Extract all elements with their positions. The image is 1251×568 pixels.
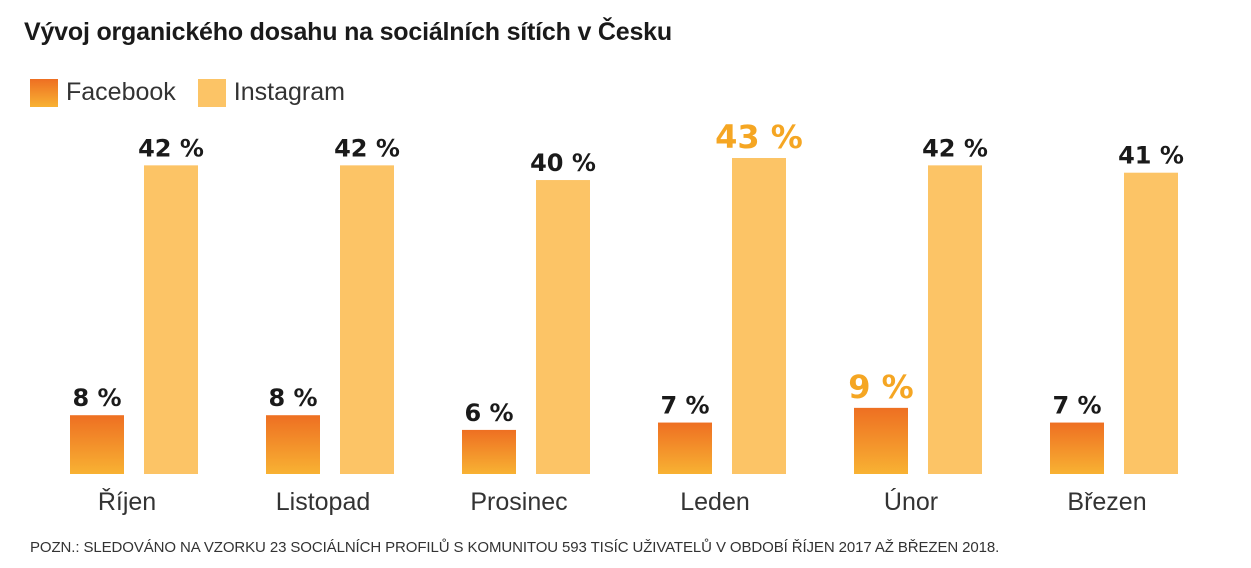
data-label-instagram-5: 42 %	[922, 134, 988, 162]
bar-facebook-6	[1050, 422, 1104, 474]
bar-facebook-3	[462, 429, 516, 474]
bar-facebook-1	[70, 415, 124, 474]
legend: Facebook Instagram	[30, 78, 367, 107]
legend-item-instagram: Instagram	[197, 78, 345, 107]
data-label-facebook-2: 8 %	[268, 384, 317, 412]
x-tick-label-2: Listopad	[276, 488, 371, 516]
data-label-facebook-4: 7 %	[660, 392, 709, 420]
bar-instagram-4	[732, 158, 786, 474]
x-tick-label-5: Únor	[884, 487, 938, 516]
data-label-instagram-6: 41 %	[1118, 142, 1184, 170]
bar-instagram-2	[340, 165, 394, 475]
footnote: POZN.: SLEDOVÁNO NA VZORKU 23 SOCIÁLNÍCH…	[30, 539, 1000, 556]
data-label-facebook-5: 9 %	[848, 368, 913, 406]
legend-label-facebook: Facebook	[66, 78, 176, 106]
data-label-instagram-4: 43 %	[715, 118, 803, 156]
data-label-instagram-1: 42 %	[138, 134, 204, 162]
data-label-instagram-3: 40 %	[530, 149, 596, 177]
bar-facebook-4	[658, 422, 712, 474]
bar-instagram-6	[1124, 172, 1178, 474]
x-tick-label-4: Leden	[680, 488, 750, 516]
legend-swatch-facebook	[30, 78, 58, 107]
bar-facebook-5	[854, 407, 908, 474]
x-tick-label-3: Prosinec	[470, 488, 567, 516]
chart-title: Vývoj organického dosahu na sociálních s…	[24, 18, 672, 46]
data-label-instagram-2: 42 %	[334, 134, 400, 162]
legend-label-instagram: Instagram	[233, 78, 345, 106]
x-tick-label-1: Říjen	[98, 487, 156, 516]
data-label-facebook-6: 7 %	[1052, 392, 1101, 420]
data-label-facebook-1: 8 %	[72, 384, 121, 412]
bar-instagram-5	[928, 165, 982, 475]
legend-swatch-instagram	[197, 78, 226, 107]
legend-item-facebook: Facebook	[30, 78, 176, 107]
bar-instagram-3	[536, 180, 590, 474]
bar-facebook-2	[266, 415, 320, 474]
x-tick-label-6: Březen	[1067, 488, 1146, 516]
data-label-facebook-3: 6 %	[464, 399, 513, 427]
bar-instagram-1	[144, 165, 198, 475]
